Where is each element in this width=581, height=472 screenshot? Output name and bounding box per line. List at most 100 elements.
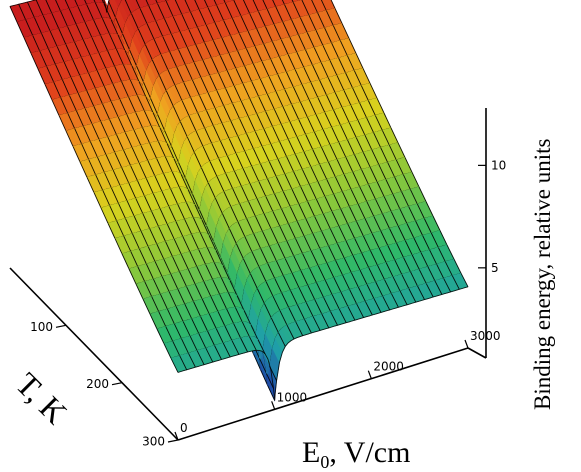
mesh-line <box>191 234 200 250</box>
mesh-line <box>240 186 249 202</box>
mesh-line <box>394 176 403 192</box>
mesh-line <box>338 142 347 158</box>
mesh-line <box>246 133 254 149</box>
mesh-line <box>237 221 246 238</box>
mesh-line <box>33 17 42 34</box>
mesh-line <box>86 177 95 193</box>
mesh-line <box>156 158 165 174</box>
mesh-line <box>315 30 324 46</box>
mesh-line <box>182 236 191 252</box>
mesh-line <box>128 182 137 199</box>
mesh-line <box>196 266 205 282</box>
mesh-line <box>23 37 32 54</box>
mesh-line <box>314 216 323 232</box>
mesh-line <box>261 61 270 77</box>
mesh-line <box>101 18 110 34</box>
mesh-line <box>105 68 114 85</box>
mesh-line <box>158 226 166 242</box>
mesh-line <box>210 296 219 312</box>
mesh-line <box>397 225 406 241</box>
mesh-line <box>138 162 147 179</box>
mesh-line <box>378 247 387 263</box>
mesh-line <box>294 154 303 170</box>
mesh-line <box>219 140 228 157</box>
mesh-line <box>317 181 326 197</box>
mesh-line <box>380 147 389 163</box>
mesh-line <box>292 2 301 18</box>
mesh-line <box>157 141 166 157</box>
mesh-line <box>170 273 179 290</box>
mesh-line <box>305 218 314 234</box>
mesh-line <box>355 137 364 153</box>
mesh-line <box>130 13 139 30</box>
mesh-line <box>270 143 279 160</box>
mesh-line <box>343 174 352 190</box>
mesh-line <box>324 27 333 44</box>
mesh-line <box>270 228 279 244</box>
mesh-line <box>173 158 182 175</box>
mesh-line <box>347 223 356 239</box>
mesh-line <box>227 292 236 308</box>
mesh-line <box>341 191 350 207</box>
mesh-line <box>124 0 132 14</box>
mesh-line <box>122 64 131 81</box>
mesh-line <box>404 157 413 173</box>
mesh-line <box>331 127 340 143</box>
mesh-line <box>153 38 162 55</box>
mesh-line <box>350 189 359 205</box>
mesh-line <box>307 201 316 217</box>
mesh-line <box>116 134 124 151</box>
mesh-line <box>254 46 263 62</box>
mesh-line <box>139 8 148 24</box>
mesh-line <box>303 151 312 168</box>
mesh-line <box>333 194 342 210</box>
mesh-line <box>108 1 117 18</box>
surface-strip <box>44 7 343 113</box>
mesh-line <box>144 44 153 61</box>
mesh-line <box>221 37 230 54</box>
mesh-line <box>89 55 98 71</box>
mesh-line <box>178 162 187 179</box>
e0-tick <box>464 339 469 349</box>
mesh-line <box>110 101 119 118</box>
mesh-line <box>95 88 103 105</box>
mesh-line <box>195 44 204 61</box>
mesh-line <box>102 103 110 120</box>
mesh-line <box>313 47 322 63</box>
mesh-line <box>216 90 225 106</box>
mesh-line <box>200 167 209 184</box>
mesh-line <box>37 68 46 85</box>
mesh-line <box>285 71 294 88</box>
mesh-line <box>326 94 334 111</box>
mesh-line <box>205 264 214 280</box>
mesh-line <box>126 200 135 217</box>
mesh-line <box>137 28 146 45</box>
mesh-line <box>170 188 179 205</box>
mesh-line <box>266 93 275 110</box>
mesh-line <box>299 101 308 118</box>
mesh-line <box>117 116 126 133</box>
mesh-line <box>287 54 296 70</box>
mesh-line <box>284 4 292 20</box>
mesh-line <box>256 113 265 130</box>
mesh-line <box>137 266 146 282</box>
mesh-line <box>102 190 111 206</box>
mesh-line <box>174 0 183 15</box>
mesh-line <box>170 33 179 50</box>
mesh-line <box>315 114 324 130</box>
mesh-line <box>135 283 144 300</box>
mesh-line <box>159 208 168 225</box>
mesh-line <box>175 306 184 322</box>
mesh-line <box>264 26 273 42</box>
mesh-line <box>133 129 142 146</box>
mesh-line <box>230 206 239 223</box>
mesh-line <box>355 53 364 69</box>
mesh-line <box>270 59 279 75</box>
mesh-line <box>263 128 272 145</box>
mesh-line <box>58 28 67 45</box>
mesh-line <box>298 203 307 220</box>
mesh-line <box>219 294 228 310</box>
mesh-line <box>137 180 145 197</box>
mesh-line <box>320 0 327 11</box>
mesh-line <box>383 112 392 129</box>
